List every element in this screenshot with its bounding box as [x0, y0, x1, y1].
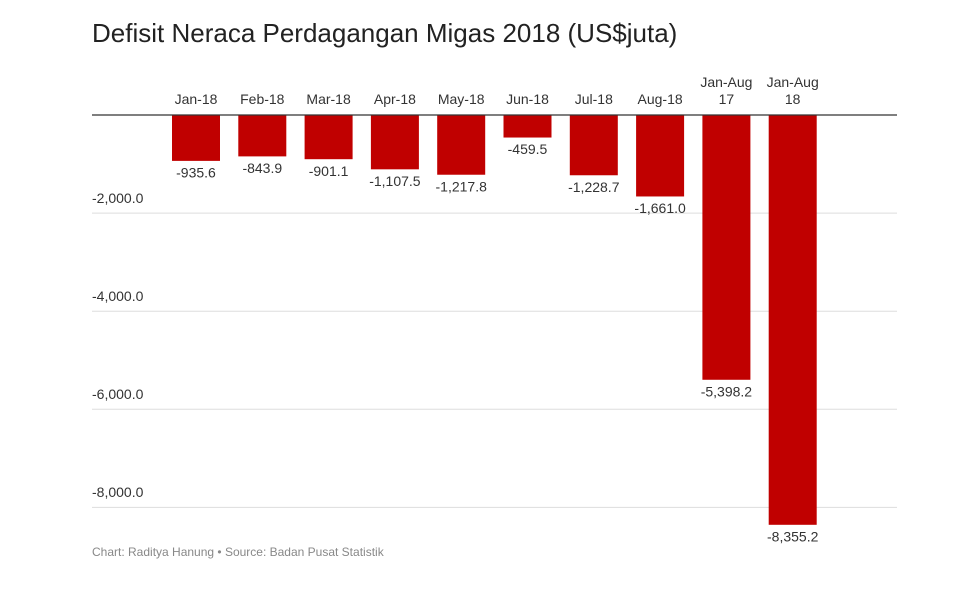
- bar: [768, 115, 817, 525]
- bar: [304, 115, 353, 160]
- x-tick-label: Jun-18: [506, 91, 549, 107]
- value-label: -1,661.0: [634, 200, 686, 216]
- x-tick-label: May-18: [437, 91, 485, 107]
- bar: [370, 115, 419, 170]
- x-tick-label: Feb-18: [240, 91, 285, 107]
- value-label: -459.5: [508, 141, 548, 157]
- y-tick-label: -4,000.0: [92, 288, 144, 304]
- x-tick-label: Jan-18: [174, 91, 218, 107]
- value-label: -8,355.2: [767, 529, 819, 545]
- bar: [636, 115, 685, 197]
- x-tick-label: Jan-Aug 18: [766, 74, 819, 107]
- value-label: -1,228.7: [568, 179, 620, 195]
- x-tick-label: Aug-18: [637, 91, 683, 107]
- y-tick-label: -6,000.0: [92, 386, 144, 402]
- bar: [172, 115, 220, 161]
- x-tick-label: Jul-18: [574, 91, 613, 107]
- value-label: -1,107.5: [369, 173, 421, 189]
- chart-title: Defisit Neraca Perdagangan Migas 2018 (U…: [92, 18, 678, 48]
- y-tick-label: -2,000.0: [92, 190, 144, 206]
- x-tick-label: Jan-Aug 17: [700, 74, 753, 107]
- footer: Chart: Raditya Hanung • Source: Badan Pu…: [92, 545, 384, 559]
- x-tick-label: Mar-18: [306, 91, 351, 107]
- bar: [702, 115, 751, 380]
- value-label: -901.1: [309, 163, 349, 179]
- bar: [437, 115, 486, 175]
- bar: [503, 115, 552, 138]
- x-tick-label: Apr-18: [373, 91, 416, 107]
- value-label: -1,217.8: [436, 178, 488, 194]
- bar: [238, 115, 287, 157]
- value-label: -843.9: [242, 160, 282, 176]
- value-label: -935.6: [176, 165, 216, 181]
- y-tick-label: -8,000.0: [92, 484, 144, 500]
- value-label: -5,398.2: [701, 383, 753, 399]
- bar: [569, 115, 618, 176]
